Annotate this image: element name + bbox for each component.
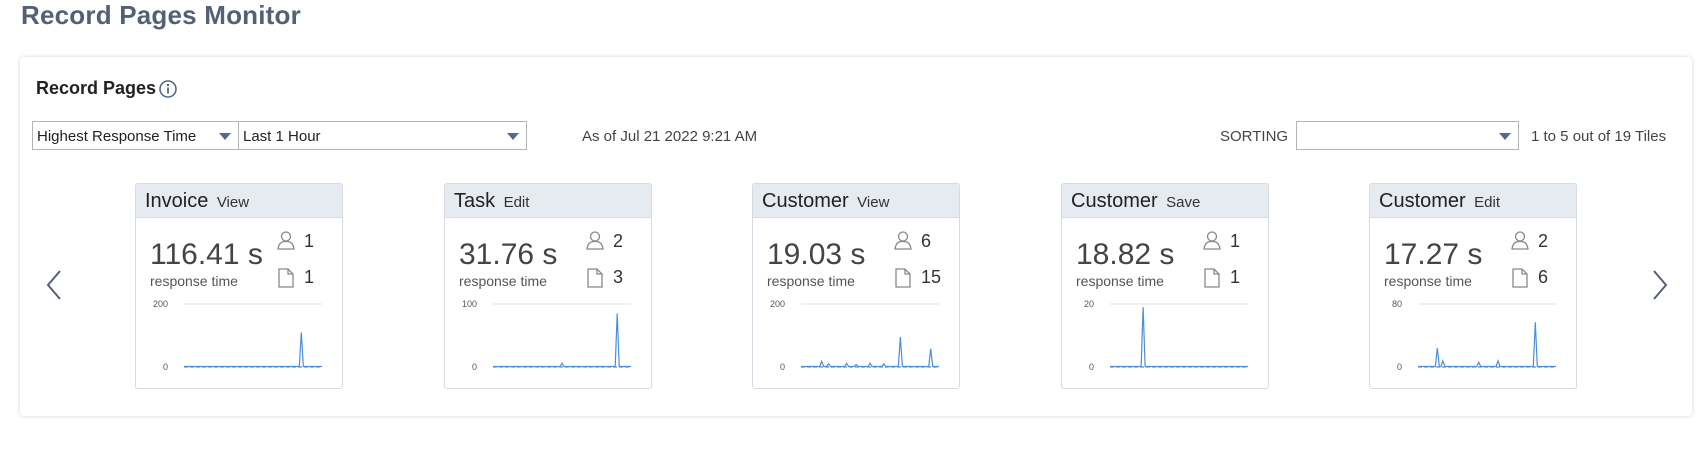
y-axis-max-label: 200 <box>770 299 785 309</box>
record-page-tile[interactable]: Customer View 19.03 s response time 6 15… <box>752 183 960 389</box>
chevron-down-icon <box>219 133 231 140</box>
response-time-sparkline: 80 0 <box>1392 299 1556 372</box>
user-count: 6 <box>921 231 932 251</box>
response-time-label: response time <box>459 273 547 289</box>
y-axis-min-label: 0 <box>163 362 168 372</box>
tile-record-type: Invoice <box>145 190 209 212</box>
y-axis-max-label: 200 <box>153 299 168 309</box>
response-time-value: 17.27 s <box>1384 238 1483 271</box>
tile-action: View <box>216 194 250 211</box>
panel-title: Record Pages <box>36 78 157 98</box>
page-count: 6 <box>1538 267 1549 287</box>
metric-select-value: Highest Response Time <box>37 128 197 145</box>
tile-header: Customer Edit <box>1370 184 1576 218</box>
tile-record-type: Customer <box>1379 190 1466 212</box>
tile-header: Customer Save <box>1062 184 1268 218</box>
sorting-label: SORTING <box>1220 128 1289 145</box>
response-time-label: response time <box>1384 273 1472 289</box>
record-page-tile[interactable]: Customer Edit 17.27 s response time 2 6 … <box>1369 183 1577 389</box>
record-pages-panel: Record Pages Highest Response Time Last … <box>20 57 1692 416</box>
time-range-select[interactable]: Last 1 Hour <box>238 121 527 150</box>
record-page-tile[interactable]: Invoice View 116.41 s response time 1 1 … <box>135 183 343 389</box>
user-icon <box>894 231 912 250</box>
page-icon <box>278 268 294 288</box>
tile-record-type: Customer <box>1071 190 1158 212</box>
y-axis-min-label: 0 <box>1397 362 1402 372</box>
record-page-tile[interactable]: Task Edit 31.76 s response time 2 3 100 0 <box>444 183 652 389</box>
tile-count: 1 to 5 out of 19 Tiles <box>1531 128 1667 145</box>
tile-action: View <box>857 194 890 211</box>
user-count: 1 <box>1230 231 1241 251</box>
y-axis-max-label: 80 <box>1392 299 1402 309</box>
response-time-series <box>1110 307 1248 368</box>
page-icon <box>587 268 603 288</box>
response-time-series <box>184 332 322 368</box>
response-time-label: response time <box>767 273 855 289</box>
tile-record-type: Task <box>454 190 496 212</box>
tile-record-type: Customer <box>762 190 849 212</box>
page-title: Record Pages Monitor <box>21 0 301 30</box>
chevron-left-icon[interactable] <box>40 267 70 303</box>
response-time-series <box>493 313 631 368</box>
metric-select[interactable]: Highest Response Time <box>32 121 239 150</box>
page-icon <box>1512 268 1528 288</box>
time-range-select-value: Last 1 Hour <box>243 128 321 145</box>
y-axis-min-label: 0 <box>1089 362 1094 372</box>
response-time-value: 31.76 s <box>459 238 558 271</box>
user-icon <box>1511 231 1529 250</box>
response-time-label: response time <box>150 273 238 289</box>
chevron-right-icon[interactable] <box>1644 267 1674 303</box>
response-time-value: 19.03 s <box>767 238 866 271</box>
y-axis-min-label: 0 <box>780 362 785 372</box>
tile-header: Customer View <box>753 184 959 218</box>
chevron-down-icon <box>1499 133 1511 140</box>
tile-header: Invoice View <box>136 184 342 218</box>
y-axis-min-label: 0 <box>472 362 477 372</box>
response-time-sparkline: 20 0 <box>1084 299 1248 372</box>
user-count: 1 <box>304 231 315 251</box>
response-time-value: 116.41 s <box>150 238 263 271</box>
response-time-label: response time <box>1076 273 1164 289</box>
page-count: 3 <box>613 267 624 287</box>
response-time-series <box>1418 322 1556 368</box>
tile-action: Save <box>1166 194 1201 211</box>
page-icon <box>895 268 911 288</box>
chevron-down-icon <box>507 133 519 140</box>
tile-action: Edit <box>503 194 530 211</box>
response-time-value: 18.82 s <box>1076 238 1175 271</box>
response-time-sparkline: 100 0 <box>462 299 631 372</box>
user-icon <box>586 231 604 250</box>
page-count: 1 <box>304 267 315 287</box>
page-count: 1 <box>1230 267 1241 287</box>
record-page-tile[interactable]: Customer Save 18.82 s response time 1 1 … <box>1061 183 1269 389</box>
page-count: 15 <box>921 267 942 287</box>
response-time-series <box>801 337 939 368</box>
info-icon[interactable] <box>158 79 178 99</box>
as-of-timestamp: As of Jul 21 2022 9:21 AM <box>582 128 758 145</box>
user-count: 2 <box>1538 231 1549 251</box>
user-icon <box>1203 231 1221 250</box>
tile-header: Task Edit <box>445 184 651 218</box>
user-count: 2 <box>613 231 624 251</box>
y-axis-max-label: 100 <box>462 299 477 309</box>
tile-action: Edit <box>1474 194 1501 211</box>
sorting-select[interactable] <box>1296 121 1519 150</box>
user-icon <box>277 231 295 250</box>
y-axis-max-label: 20 <box>1084 299 1094 309</box>
page-icon <box>1204 268 1220 288</box>
